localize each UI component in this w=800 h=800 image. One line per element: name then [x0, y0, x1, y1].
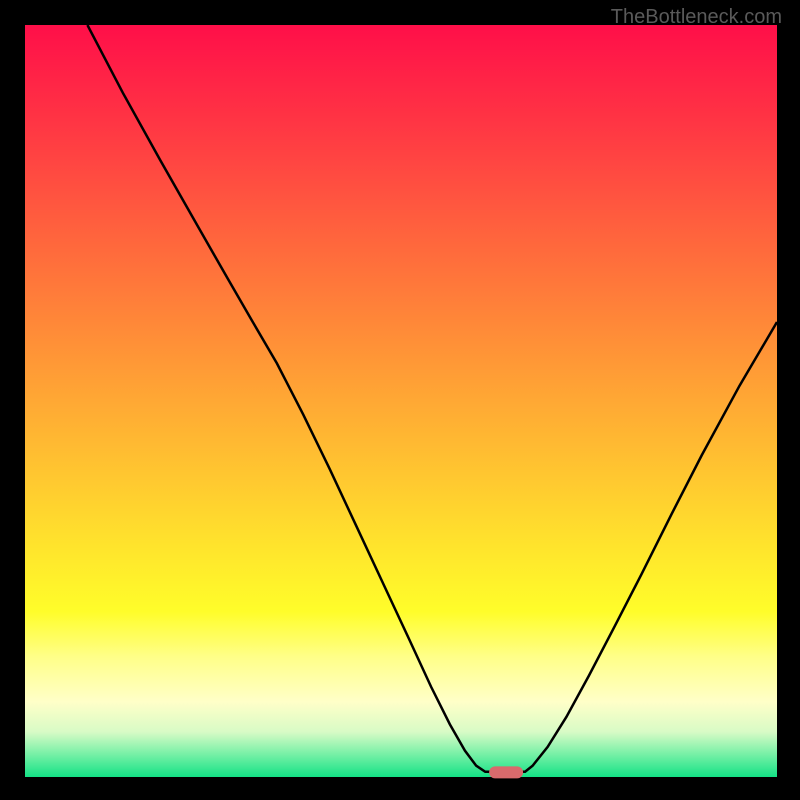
plot-area: [25, 25, 777, 777]
bottleneck-curve: [25, 25, 777, 777]
watermark-text: TheBottleneck.com: [611, 6, 782, 29]
minimum-marker: [489, 767, 523, 778]
